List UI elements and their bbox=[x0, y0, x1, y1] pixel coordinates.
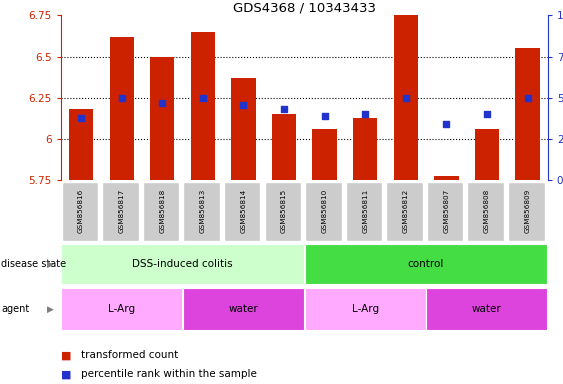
Point bbox=[279, 106, 288, 113]
Point bbox=[77, 115, 86, 121]
Point bbox=[401, 95, 410, 101]
Text: DSS-induced colitis: DSS-induced colitis bbox=[132, 259, 233, 269]
Bar bbox=[231, 78, 256, 180]
Text: ▶: ▶ bbox=[47, 260, 54, 268]
Bar bbox=[467, 182, 504, 241]
Text: GSM856812: GSM856812 bbox=[403, 189, 409, 233]
Bar bbox=[508, 182, 544, 241]
Text: GSM856813: GSM856813 bbox=[200, 189, 206, 233]
Point bbox=[361, 111, 370, 118]
Text: GSM856818: GSM856818 bbox=[159, 189, 166, 233]
Bar bbox=[312, 129, 337, 180]
Bar bbox=[305, 244, 547, 284]
Text: GSM856807: GSM856807 bbox=[443, 189, 449, 233]
Bar bbox=[394, 15, 418, 180]
Text: control: control bbox=[408, 259, 444, 269]
Text: transformed count: transformed count bbox=[81, 350, 178, 360]
Bar bbox=[102, 182, 138, 241]
Point bbox=[239, 101, 248, 108]
Point bbox=[523, 95, 532, 101]
Text: L-Arg: L-Arg bbox=[352, 304, 379, 314]
Point bbox=[442, 121, 451, 127]
Title: GDS4368 / 10343433: GDS4368 / 10343433 bbox=[233, 1, 376, 14]
Bar bbox=[305, 182, 342, 241]
Text: GSM856815: GSM856815 bbox=[281, 189, 287, 233]
Bar bbox=[191, 32, 215, 180]
Bar bbox=[150, 57, 175, 180]
Bar bbox=[69, 109, 93, 180]
Text: ■: ■ bbox=[61, 350, 72, 360]
Text: GSM856808: GSM856808 bbox=[484, 189, 490, 233]
Text: GSM856809: GSM856809 bbox=[525, 189, 530, 233]
Text: GSM856816: GSM856816 bbox=[78, 189, 84, 233]
Point bbox=[482, 111, 491, 118]
Bar bbox=[61, 244, 304, 284]
Bar bbox=[143, 182, 179, 241]
Bar bbox=[346, 182, 382, 241]
Bar bbox=[272, 114, 296, 180]
Text: agent: agent bbox=[1, 304, 29, 314]
Bar bbox=[265, 182, 301, 241]
Text: water: water bbox=[472, 304, 502, 314]
Text: GSM856817: GSM856817 bbox=[119, 189, 124, 233]
Bar bbox=[183, 288, 304, 330]
Bar bbox=[434, 175, 458, 180]
Bar bbox=[305, 288, 426, 330]
Text: ▶: ▶ bbox=[47, 305, 54, 314]
Text: disease state: disease state bbox=[1, 259, 66, 269]
Bar bbox=[427, 182, 463, 241]
Bar bbox=[353, 118, 377, 180]
Bar bbox=[184, 182, 220, 241]
Bar bbox=[426, 288, 547, 330]
Bar bbox=[109, 37, 134, 180]
Bar bbox=[386, 182, 423, 241]
Point bbox=[117, 95, 126, 101]
Text: GSM856810: GSM856810 bbox=[321, 189, 328, 233]
Text: water: water bbox=[229, 304, 258, 314]
Point bbox=[198, 95, 207, 101]
Text: L-Arg: L-Arg bbox=[108, 304, 135, 314]
Point bbox=[158, 100, 167, 106]
Text: GSM856811: GSM856811 bbox=[362, 189, 368, 233]
Bar bbox=[515, 48, 540, 180]
Bar bbox=[61, 182, 98, 241]
Bar bbox=[475, 129, 499, 180]
Bar bbox=[61, 288, 182, 330]
Bar bbox=[224, 182, 261, 241]
Text: percentile rank within the sample: percentile rank within the sample bbox=[81, 369, 256, 379]
Point bbox=[320, 113, 329, 119]
Text: GSM856814: GSM856814 bbox=[240, 189, 247, 233]
Text: ■: ■ bbox=[61, 369, 72, 379]
